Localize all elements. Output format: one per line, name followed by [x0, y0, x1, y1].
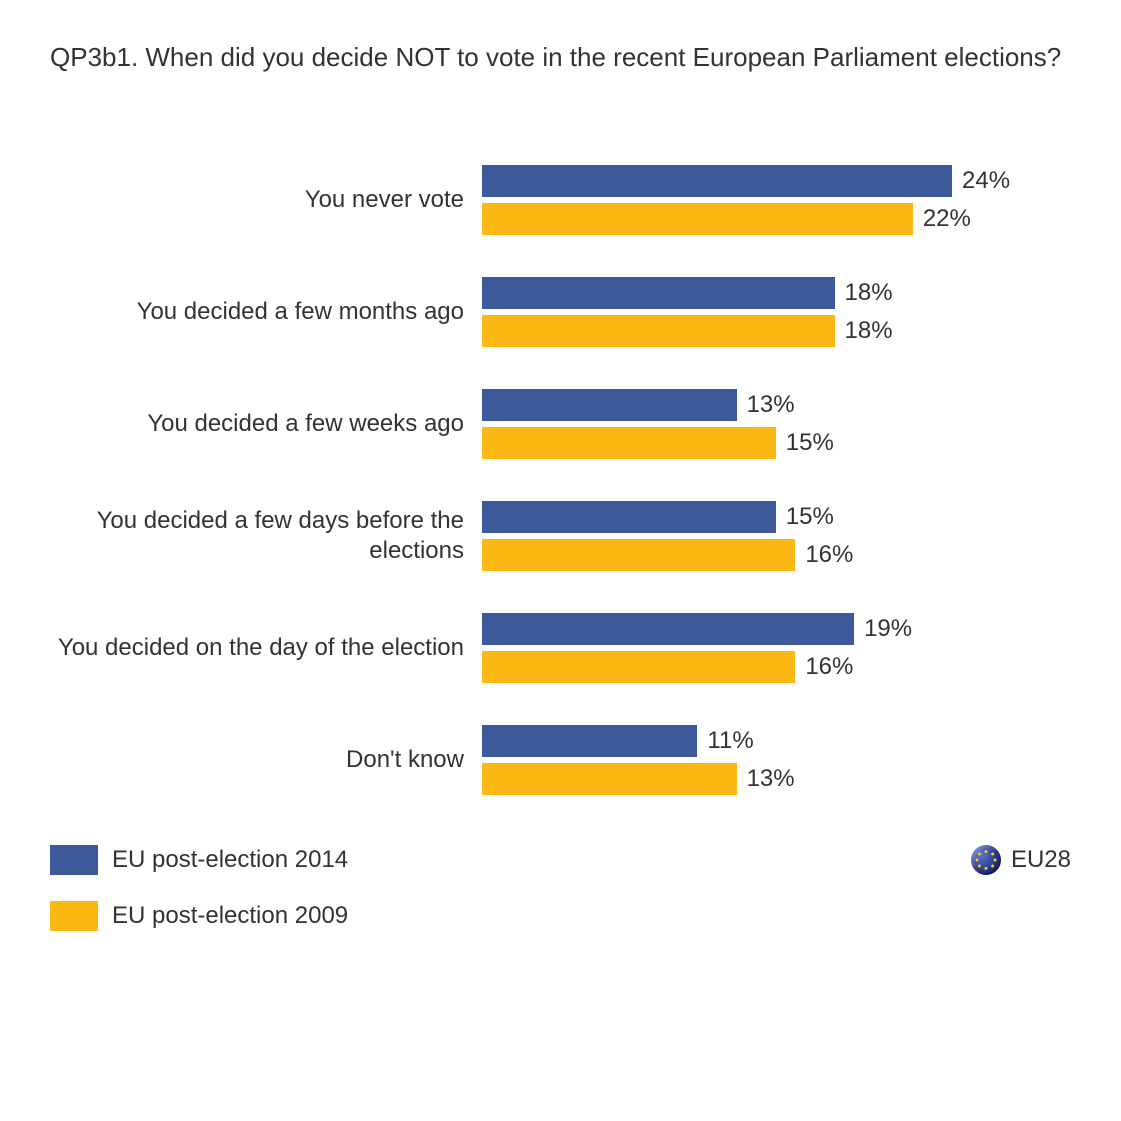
chart-row: You decided a few months ago18%18%	[50, 277, 1071, 347]
bars-area: 15%16%	[482, 501, 1071, 571]
category-label: You decided a few weeks ago	[50, 409, 470, 439]
bar-value: 15%	[786, 429, 834, 457]
bar-value: 16%	[805, 653, 853, 681]
bar-row: 18%	[482, 315, 1071, 347]
bar-row: 13%	[482, 763, 1071, 795]
bar-row: 11%	[482, 725, 1071, 757]
bar-value: 18%	[845, 317, 893, 345]
bar-row: 16%	[482, 651, 1071, 683]
bar-row: 13%	[482, 389, 1071, 421]
eu-badge: EU28	[971, 845, 1071, 875]
bar	[482, 315, 835, 347]
bar-value: 11%	[707, 727, 753, 755]
bars-area: 18%18%	[482, 277, 1071, 347]
bar-value: 18%	[845, 279, 893, 307]
legend-swatch	[50, 845, 98, 875]
bar	[482, 389, 737, 421]
eu-badge-label: EU28	[1011, 846, 1071, 874]
bar	[482, 613, 854, 645]
bar	[482, 427, 776, 459]
category-label: You decided a few months ago	[50, 297, 470, 327]
bar-value: 24%	[962, 167, 1010, 195]
chart-row: You decided a few days before the electi…	[50, 501, 1071, 571]
bar-row: 18%	[482, 277, 1071, 309]
bar-value: 13%	[747, 391, 795, 419]
category-label: You never vote	[50, 185, 470, 215]
bar-row: 19%	[482, 613, 1071, 645]
legend-item: EU post-election 2014	[50, 845, 348, 875]
legend-swatch	[50, 901, 98, 931]
chart-row: You never vote24%22%	[50, 165, 1071, 235]
bar-row: 16%	[482, 539, 1071, 571]
bars-area: 19% 16%	[482, 613, 1071, 683]
bar-row: 24%	[482, 165, 1071, 197]
bar-chart: You never vote24%22%You decided a few mo…	[50, 165, 1071, 795]
legend-item: EU post-election 2009	[50, 901, 348, 931]
chart-title: QP3b1. When did you decide NOT to vote i…	[50, 40, 1071, 75]
bars-area: 24%22%	[482, 165, 1071, 235]
bar	[482, 651, 795, 683]
legend-label: EU post-election 2009	[112, 902, 348, 930]
legend-area: EU post-election 2014 EU post-election 20…	[50, 845, 1071, 931]
chart-row: You decided on the day of the election 19…	[50, 613, 1071, 683]
bar-value: 15%	[786, 503, 834, 531]
bar-value: 16%	[805, 541, 853, 569]
bar	[482, 277, 835, 309]
chart-row: You decided a few weeks ago13%15%	[50, 389, 1071, 459]
bar-value: 13%	[747, 765, 795, 793]
bar-row: 15%	[482, 427, 1071, 459]
legend-series: EU post-election 2014 EU post-election 20…	[50, 845, 348, 931]
bar-row: 15%	[482, 501, 1071, 533]
bar-value: 19%	[864, 615, 912, 643]
bar	[482, 763, 737, 795]
bar	[482, 501, 776, 533]
category-label: Don't know	[50, 745, 470, 775]
chart-row: Don't know11%13%	[50, 725, 1071, 795]
bar-row: 22%	[482, 203, 1071, 235]
bar	[482, 203, 913, 235]
bar	[482, 539, 795, 571]
bars-area: 13%15%	[482, 389, 1071, 459]
bars-area: 11%13%	[482, 725, 1071, 795]
legend-label: EU post-election 2014	[112, 846, 348, 874]
bar	[482, 725, 697, 757]
category-label: You decided on the day of the election	[50, 633, 470, 663]
category-label: You decided a few days before the electi…	[50, 506, 470, 566]
bar-value: 22%	[923, 205, 971, 233]
bar	[482, 165, 952, 197]
eu-flag-icon	[971, 845, 1001, 875]
